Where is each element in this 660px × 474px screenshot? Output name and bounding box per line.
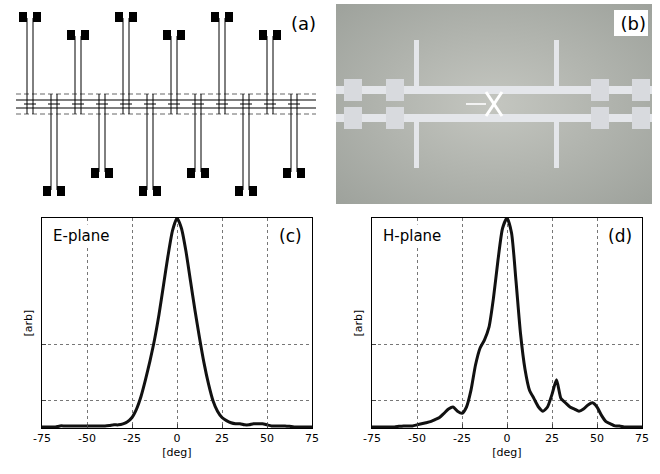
svg-text:-75: -75 bbox=[33, 432, 51, 445]
svg-text:-50: -50 bbox=[78, 432, 96, 445]
svg-text:25: 25 bbox=[545, 432, 559, 445]
svg-text:[deg]: [deg] bbox=[492, 446, 521, 459]
svg-text:-75: -75 bbox=[363, 432, 381, 445]
svg-text:[arb]: [arb] bbox=[22, 310, 35, 337]
svg-text:(d): (d) bbox=[608, 226, 632, 246]
svg-text:50: 50 bbox=[590, 432, 604, 445]
svg-text:(b): (b) bbox=[621, 13, 646, 34]
svg-text:-50: -50 bbox=[408, 432, 426, 445]
svg-text:(a): (a) bbox=[291, 13, 316, 34]
svg-text:(c): (c) bbox=[279, 226, 302, 246]
svg-text:25: 25 bbox=[215, 432, 229, 445]
svg-text:50: 50 bbox=[260, 432, 274, 445]
svg-text:-25: -25 bbox=[123, 432, 141, 445]
svg-text:H-plane: H-plane bbox=[383, 227, 441, 245]
svg-text:0: 0 bbox=[174, 432, 181, 445]
svg-text:[deg]: [deg] bbox=[162, 446, 191, 459]
svg-text:-25: -25 bbox=[453, 432, 471, 445]
svg-text:75: 75 bbox=[635, 432, 649, 445]
svg-text:[arb]: [arb] bbox=[352, 310, 365, 337]
svg-text:0: 0 bbox=[504, 432, 511, 445]
svg-text:E-plane: E-plane bbox=[53, 227, 110, 245]
svg-text:75: 75 bbox=[305, 432, 319, 445]
